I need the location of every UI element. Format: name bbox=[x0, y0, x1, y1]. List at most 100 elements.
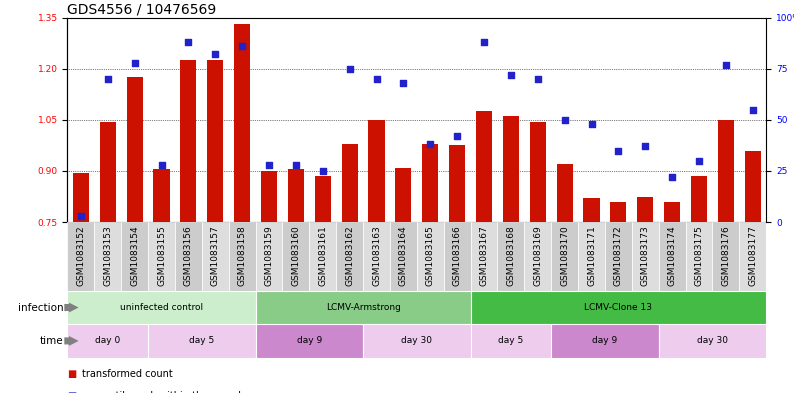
Text: uninfected control: uninfected control bbox=[120, 303, 203, 312]
Bar bbox=[739, 222, 766, 291]
Bar bbox=[664, 202, 680, 222]
Text: LCMV-Armstrong: LCMV-Armstrong bbox=[326, 303, 400, 312]
Bar bbox=[444, 222, 471, 291]
Text: GSM1083172: GSM1083172 bbox=[614, 226, 623, 286]
Text: GSM1083175: GSM1083175 bbox=[695, 226, 703, 286]
Point bbox=[585, 121, 598, 127]
Bar bbox=[73, 173, 89, 222]
Text: GSM1083168: GSM1083168 bbox=[507, 226, 515, 286]
Bar bbox=[718, 120, 734, 222]
Text: day 5: day 5 bbox=[499, 336, 523, 345]
Text: GSM1083164: GSM1083164 bbox=[399, 226, 408, 286]
Bar bbox=[283, 222, 310, 291]
Bar bbox=[256, 222, 283, 291]
Text: infection: infection bbox=[18, 303, 64, 312]
Bar bbox=[180, 60, 196, 222]
Point bbox=[666, 174, 679, 180]
Text: day 30: day 30 bbox=[401, 336, 433, 345]
Text: GSM1083176: GSM1083176 bbox=[722, 226, 730, 286]
Text: day 9: day 9 bbox=[297, 336, 322, 345]
Bar bbox=[126, 77, 143, 222]
Bar bbox=[422, 144, 438, 222]
Bar bbox=[261, 171, 277, 222]
Bar bbox=[67, 291, 256, 324]
Bar bbox=[148, 324, 256, 358]
Bar bbox=[100, 121, 116, 222]
Bar bbox=[121, 222, 148, 291]
Text: GSM1083171: GSM1083171 bbox=[587, 226, 596, 286]
Bar bbox=[611, 202, 626, 222]
Bar bbox=[368, 120, 384, 222]
Bar bbox=[310, 222, 336, 291]
Text: LCMV-Clone 13: LCMV-Clone 13 bbox=[584, 303, 653, 312]
Text: GSM1083162: GSM1083162 bbox=[345, 226, 354, 286]
Point bbox=[504, 72, 517, 78]
Bar bbox=[288, 169, 304, 222]
Point bbox=[343, 66, 356, 72]
Bar bbox=[229, 222, 256, 291]
Text: GSM1083173: GSM1083173 bbox=[641, 226, 649, 286]
Bar bbox=[659, 324, 766, 358]
Bar bbox=[471, 324, 551, 358]
Bar bbox=[685, 222, 712, 291]
Bar bbox=[638, 196, 653, 222]
Text: GSM1083155: GSM1083155 bbox=[157, 226, 166, 286]
Point bbox=[263, 162, 276, 168]
Bar bbox=[632, 222, 659, 291]
Text: GSM1083169: GSM1083169 bbox=[534, 226, 542, 286]
Bar bbox=[605, 222, 632, 291]
Point bbox=[182, 39, 195, 45]
Text: day 0: day 0 bbox=[95, 336, 121, 345]
Bar bbox=[202, 222, 229, 291]
Bar bbox=[530, 121, 545, 222]
Point bbox=[692, 158, 705, 164]
Text: GDS4556 / 10476569: GDS4556 / 10476569 bbox=[67, 2, 217, 17]
Text: ■: ■ bbox=[67, 369, 77, 379]
Bar bbox=[395, 167, 411, 222]
Text: GSM1083167: GSM1083167 bbox=[480, 226, 488, 286]
Point bbox=[478, 39, 491, 45]
Text: day 5: day 5 bbox=[189, 336, 214, 345]
Text: GSM1083166: GSM1083166 bbox=[453, 226, 461, 286]
Point bbox=[424, 141, 437, 147]
Point bbox=[719, 62, 732, 68]
Bar bbox=[417, 222, 444, 291]
Text: transformed count: transformed count bbox=[82, 369, 172, 379]
Text: GSM1083159: GSM1083159 bbox=[264, 226, 274, 286]
Bar bbox=[256, 291, 471, 324]
Bar bbox=[551, 324, 659, 358]
Bar bbox=[148, 222, 175, 291]
Point bbox=[370, 76, 383, 82]
Bar bbox=[584, 198, 599, 222]
Bar bbox=[471, 222, 498, 291]
Text: GSM1083158: GSM1083158 bbox=[237, 226, 247, 286]
Point bbox=[746, 107, 759, 113]
Point bbox=[290, 162, 303, 168]
Point bbox=[639, 143, 652, 150]
Point bbox=[75, 213, 87, 219]
Text: GSM1083174: GSM1083174 bbox=[668, 226, 676, 286]
Bar bbox=[503, 116, 519, 222]
Point bbox=[129, 59, 141, 66]
Text: GSM1083161: GSM1083161 bbox=[318, 226, 327, 286]
Point bbox=[102, 76, 114, 82]
Bar bbox=[67, 222, 94, 291]
Bar bbox=[659, 222, 685, 291]
Point bbox=[451, 133, 464, 140]
Text: GSM1083156: GSM1083156 bbox=[184, 226, 193, 286]
Text: GSM1083160: GSM1083160 bbox=[291, 226, 300, 286]
Bar bbox=[336, 222, 363, 291]
Point bbox=[531, 76, 544, 82]
Text: GSM1083163: GSM1083163 bbox=[372, 226, 381, 286]
Text: GSM1083152: GSM1083152 bbox=[76, 226, 86, 286]
Bar bbox=[557, 164, 572, 222]
Text: GSM1083153: GSM1083153 bbox=[103, 226, 112, 286]
Bar bbox=[745, 151, 761, 222]
Bar bbox=[363, 222, 390, 291]
Bar bbox=[524, 222, 551, 291]
Text: GSM1083154: GSM1083154 bbox=[130, 226, 139, 286]
Text: percentile rank within the sample: percentile rank within the sample bbox=[82, 391, 247, 393]
Bar bbox=[498, 222, 524, 291]
Bar bbox=[341, 144, 358, 222]
Bar bbox=[471, 291, 766, 324]
